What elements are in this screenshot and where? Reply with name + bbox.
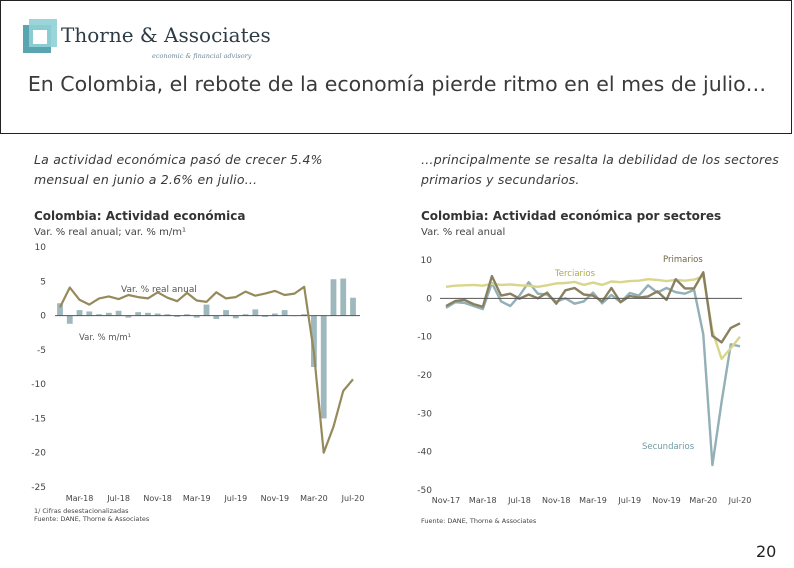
bar-mom [281,310,288,316]
series-label-secundarios: Secundarios [642,442,695,452]
bar-mom [164,314,171,316]
y-tick-label: -10 [31,380,46,390]
bar-mom [252,309,259,316]
bar-mom [193,315,200,318]
x-tick-label: Nov-19 [261,494,289,503]
y-tick-label: 0 [426,294,432,304]
bar-mom [184,314,190,316]
y-tick-label: -5 [37,346,46,356]
x-tick-label: Mar-20 [300,494,328,503]
bar-mom [271,313,278,316]
bar-mom [242,314,249,316]
x-tick-label: Mar-20 [689,496,717,505]
bar-mom [86,311,93,316]
bar-mom [66,315,73,324]
right-commentary: …principalmente se resalta la debilidad … [421,152,779,187]
bar-mom [76,310,83,316]
y-tick-label: -30 [417,409,432,419]
bar-mom [125,315,132,318]
line-secundarios [445,281,741,467]
x-tick-label: Jul-18 [106,494,130,503]
y-tick-label: 5 [40,277,46,287]
bar-mom [330,279,337,316]
bar-mom [115,310,122,316]
right-chart-title: Colombia: Actividad económica por sector… [421,209,722,223]
left-chart-title: Colombia: Actividad económica [34,209,246,223]
y-tick-label: -25 [31,483,46,493]
x-tick-label: Mar-18 [469,496,497,505]
x-tick-label: Jul-18 [507,496,531,505]
x-tick-label: Jul-20 [728,496,752,505]
line-annual [59,285,354,454]
y-tick-label: -20 [417,371,432,381]
bar-mom [311,315,317,367]
x-tick-label: Nov-19 [652,496,680,505]
slide-title: En Colombia, el rebote de la economía pi… [27,72,767,96]
bar-mom [213,315,220,319]
bar-mom [105,312,112,316]
series-label-mom: Var. % m/m¹ [79,333,131,343]
left-commentary: La actividad económica pasó de crecer 5.… [34,152,323,187]
x-tick-label: Jul-19 [223,494,247,503]
x-tick-label: Nov-18 [542,496,570,505]
logo-tagline: economic & financial advisory [152,52,252,60]
right-chart-source: Fuente: DANE, Thorne & Associates [421,517,537,525]
line-primarios [445,271,741,344]
y-tick-label: -50 [417,486,432,496]
bar-mom [145,312,151,316]
x-tick-label: Jul-20 [341,494,365,503]
slide-header: Thorne & Associates economic & financial… [0,0,792,134]
x-tick-label: Nov-17 [432,496,460,505]
x-tick-label: Jul-19 [617,496,641,505]
bar-mom [57,303,63,316]
bar-mom [203,304,210,316]
y-tick-label: 10 [35,243,47,253]
series-label-annual: Var. % real anual [121,285,197,295]
bar-mom [301,314,308,316]
y-tick-label: -40 [417,448,432,458]
bar-mom [135,312,142,316]
left-chart-footnote: 1/ Cifras desestacionalizadas [34,507,129,515]
x-tick-label: Mar-19 [579,496,607,505]
y-tick-label: -10 [417,333,432,343]
y-tick-label: -15 [31,414,46,424]
x-tick-label: Mar-19 [183,494,211,503]
x-tick-label: Mar-18 [66,494,94,503]
bar-mom [223,310,229,316]
page-number: 20 [756,542,777,561]
bar-mom [174,315,181,317]
left-chart-subtitle: Var. % real anual; var. % m/m¹ [34,227,186,238]
logo-icon [23,19,57,53]
bar-mom [154,313,161,316]
left-chart-source: Fuente: DANE, Thorne & Associates [34,515,150,523]
y-tick-label: 0 [40,312,46,322]
y-tick-label: 10 [421,256,433,266]
bar-mom [320,315,327,419]
bar-mom [262,315,268,317]
right-chart-subtitle: Var. % real anual [421,227,506,238]
y-tick-label: -20 [31,449,46,459]
series-label-primarios: Primarios [663,255,703,265]
logo-name: Thorne & Associates [61,23,271,47]
series-label-terciarios: Terciarios [554,269,596,279]
x-tick-label: Nov-18 [143,494,171,503]
bar-mom [232,315,239,319]
bar-mom [340,278,347,316]
bar-mom [350,297,356,316]
bar-mom [96,314,102,316]
